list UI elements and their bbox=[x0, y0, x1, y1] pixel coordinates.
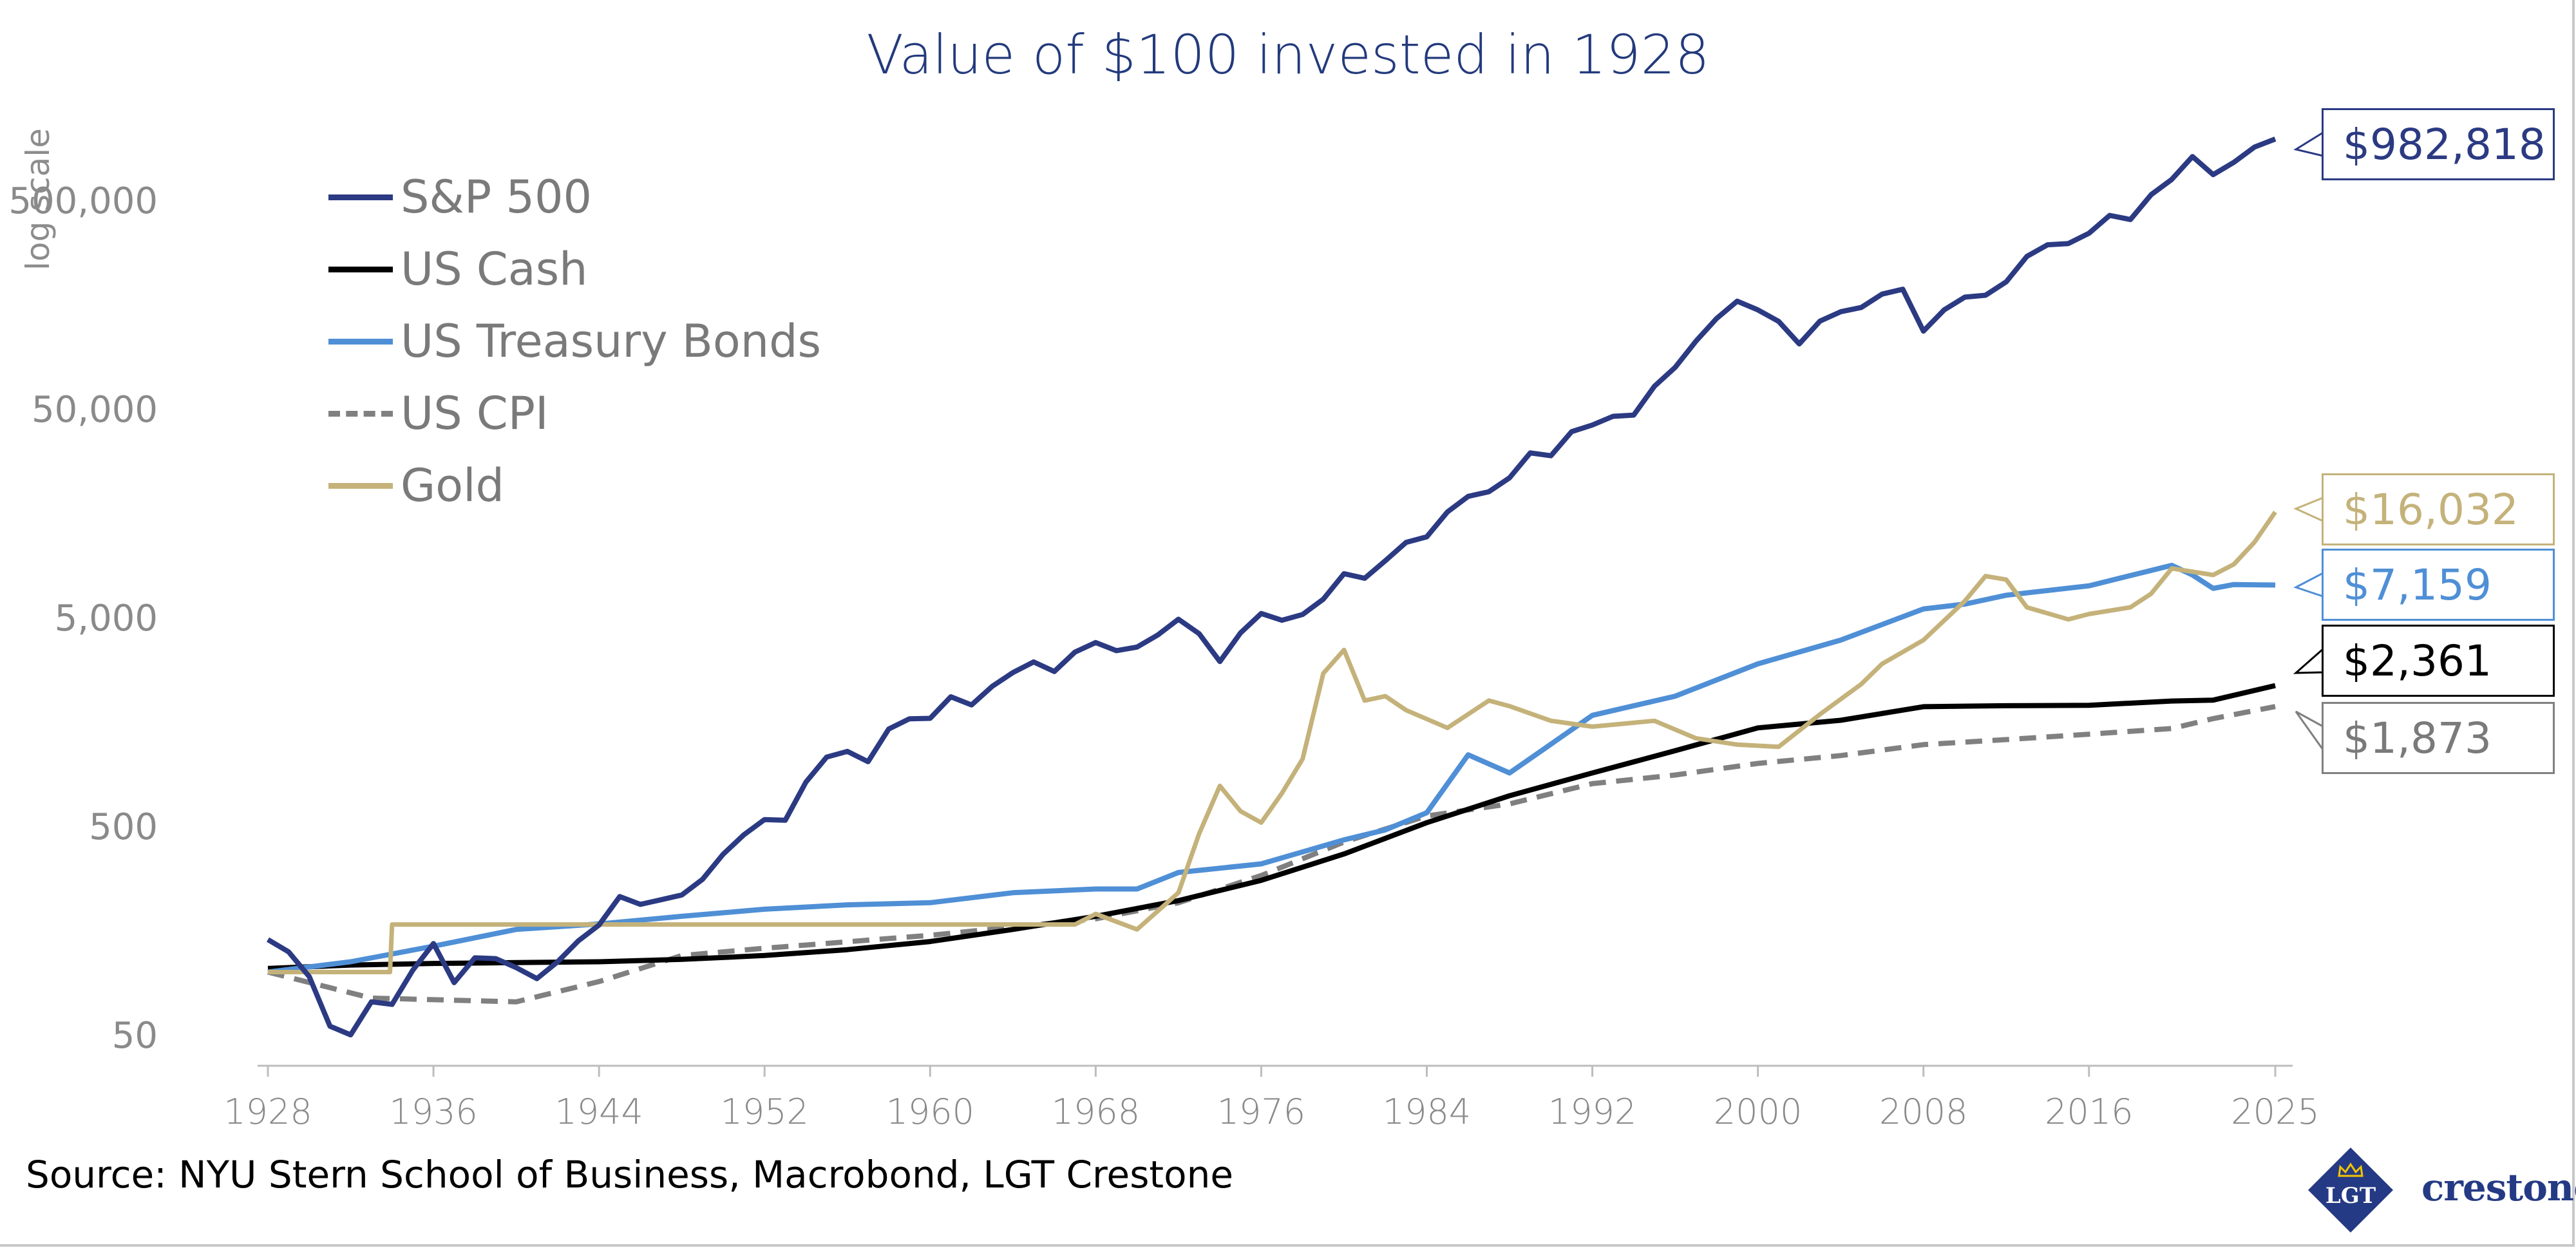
legend-swatch bbox=[328, 482, 393, 489]
legend-label: US Cash bbox=[401, 243, 588, 296]
legend-label: S&P 500 bbox=[401, 171, 592, 223]
end-label-pointer bbox=[2293, 647, 2324, 674]
x-tick-label: 1928 bbox=[223, 1092, 312, 1132]
x-tick-label: 1944 bbox=[554, 1092, 643, 1132]
crestone-brand: crestone. bbox=[2421, 1166, 2576, 1209]
y-tick-label: 50 bbox=[112, 1015, 158, 1057]
end-value-label: $982,818 bbox=[2322, 108, 2555, 180]
end-label-pointer bbox=[2293, 496, 2324, 523]
source-note: Source: NYU Stern School of Business, Ma… bbox=[26, 1153, 1234, 1196]
legend: S&P 500 US Cash US Treasury Bonds US CPI Gol… bbox=[328, 161, 821, 522]
legend-swatch bbox=[328, 266, 393, 272]
y-tick-label: 50,000 bbox=[32, 389, 158, 431]
legend-item: US Cash bbox=[328, 233, 821, 305]
end-value-label: $2,361 bbox=[2322, 625, 2555, 697]
x-tick-label: 1968 bbox=[1052, 1092, 1140, 1132]
x-tick-label: 1976 bbox=[1217, 1092, 1305, 1132]
end-label-pointer bbox=[2293, 571, 2324, 598]
x-tick-label: 1960 bbox=[886, 1092, 974, 1132]
legend-swatch bbox=[328, 410, 393, 417]
series-line-us-cpi bbox=[267, 704, 2276, 1005]
x-tick-label: 2025 bbox=[2231, 1092, 2319, 1132]
end-value-label: $1,873 bbox=[2322, 702, 2555, 774]
legend-label: US Treasury Bonds bbox=[401, 315, 822, 368]
y-tick-label: 500,000 bbox=[8, 180, 158, 222]
y-tick-label: 5,000 bbox=[55, 598, 158, 639]
x-tick-label: 2008 bbox=[1879, 1092, 1967, 1132]
end-label-pointer bbox=[2295, 710, 2324, 753]
legend-label: US CPI bbox=[401, 387, 549, 440]
x-tick-label: 2016 bbox=[2045, 1092, 2133, 1132]
chart-title: Value of $100 invested in 1928 bbox=[866, 23, 1710, 86]
series-line-us-treasury-bonds bbox=[267, 562, 2276, 975]
y-tick-label: 500 bbox=[89, 806, 158, 848]
x-tick-label: 1984 bbox=[1383, 1092, 1471, 1132]
legend-swatch bbox=[328, 194, 393, 200]
legend-label: Gold bbox=[401, 459, 504, 512]
legend-item: US CPI bbox=[328, 377, 821, 449]
x-tick-label: 1936 bbox=[389, 1092, 477, 1132]
x-tick-label: 1952 bbox=[720, 1092, 808, 1132]
series-line-us-cash bbox=[267, 683, 2276, 971]
legend-item: S&P 500 bbox=[328, 161, 821, 233]
legend-swatch bbox=[328, 338, 393, 345]
end-value-label: $7,159 bbox=[2322, 549, 2555, 621]
legend-item: US Treasury Bonds bbox=[328, 305, 821, 377]
lgt-logo: LGT bbox=[2308, 1148, 2393, 1233]
series-line-gold bbox=[268, 511, 2277, 974]
end-value-label: $16,032 bbox=[2322, 473, 2555, 545]
series-line-s-p-500 bbox=[266, 137, 2277, 1037]
svg-text:LGT: LGT bbox=[2325, 1183, 2376, 1209]
legend-item: Gold bbox=[328, 449, 821, 522]
x-tick-label: 1992 bbox=[1548, 1092, 1636, 1132]
end-label-pointer bbox=[2293, 131, 2324, 157]
x-tick-label: 2000 bbox=[1714, 1092, 1802, 1132]
